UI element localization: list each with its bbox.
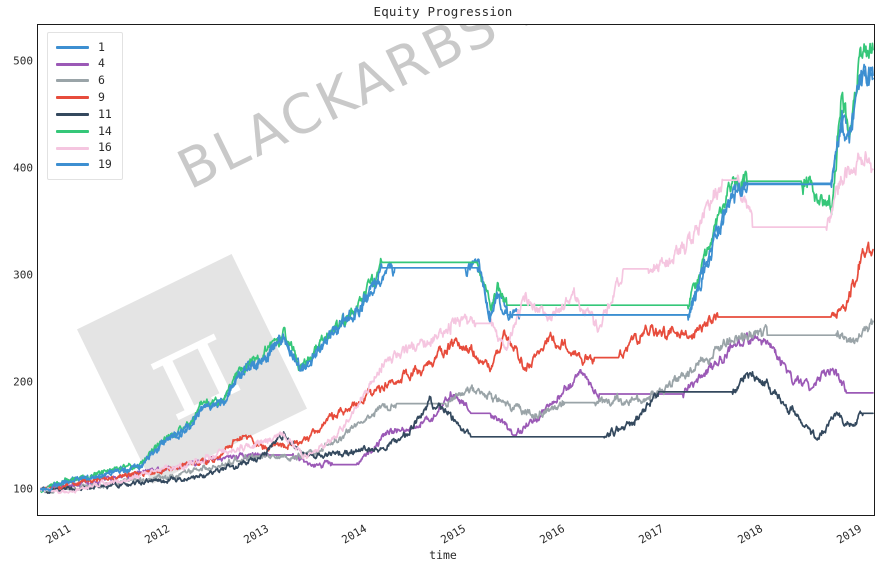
legend-swatch [56,45,89,49]
legend-label: 9 [98,90,105,105]
y-axis-tick-labels: 100 200 300 400 500 [0,0,33,574]
legend-label: 19 [98,157,112,172]
legend-swatch [56,96,89,100]
legend-swatch [56,129,89,133]
legend-swatch [56,163,89,167]
series-line [40,318,874,494]
x-tick-label: 2012 [142,522,172,547]
legend-item[interactable]: 16 [56,140,112,157]
legend-label: 4 [98,56,105,71]
x-tick-label: 2015 [438,522,469,547]
legend-item[interactable]: 14 [56,123,112,140]
y-tick-label: 500 [13,54,33,68]
legend-swatch [56,113,89,117]
plot-area: π BLACKARBS LLC [37,24,875,516]
y-tick-label: 400 [13,161,33,175]
x-tick-label: 2013 [241,522,271,547]
series-line [40,370,874,495]
x-tick-label: 2014 [339,522,370,547]
legend[interactable]: 1 4 6 9 11 14 16 19 [47,32,123,181]
series-line [40,66,874,492]
legend-label: 16 [98,140,112,155]
chart-title: Equity Progression [373,4,513,19]
legend-label: 14 [98,123,112,138]
legend-label: 11 [98,106,112,121]
x-tick-label: 2019 [834,522,864,547]
legend-label: 6 [98,73,105,88]
legend-item[interactable]: 9 [56,89,112,106]
legend-item[interactable]: 4 [56,56,112,73]
y-tick-label: 100 [13,482,33,496]
x-tick-label: 2018 [735,522,765,547]
legend-item[interactable]: 11 [56,106,112,123]
legend-swatch [56,62,89,66]
x-axis-label: time [429,548,457,562]
legend-item[interactable]: 6 [56,73,112,90]
x-tick-label: 2016 [537,522,568,547]
y-tick-label: 200 [13,375,33,389]
series-lines [40,42,874,495]
y-tick-label: 300 [13,268,33,282]
legend-item[interactable]: 19 [56,157,112,174]
legend-label: 1 [98,39,105,54]
legend-swatch [56,79,89,83]
x-tick-label: 2017 [636,522,666,547]
legend-swatch [56,146,89,150]
x-tick-label: 2011 [43,522,73,547]
series-line [40,151,874,495]
legend-item[interactable]: 1 [56,39,112,56]
